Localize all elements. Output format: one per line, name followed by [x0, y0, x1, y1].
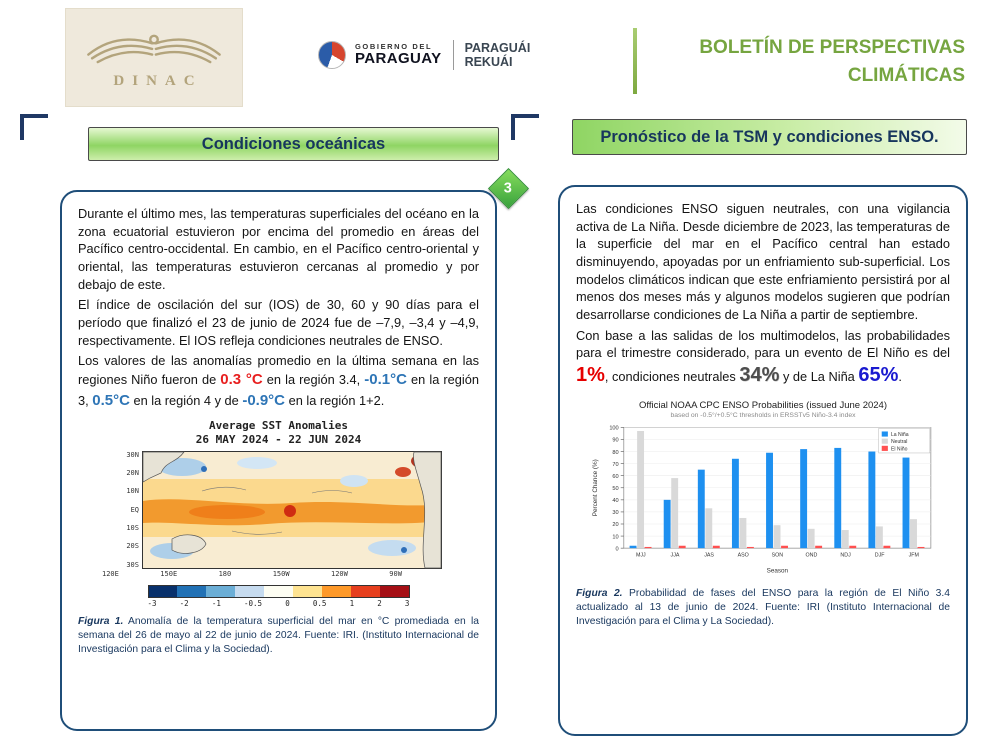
figure1-caption: Figura 1. Anomalía de la temperatura sup…: [78, 615, 479, 658]
middle-bracket-decoration: [511, 114, 539, 140]
sst-map-longitude-labels: 120E 150E 180 150W 120W 90W: [102, 569, 402, 578]
gov-logo-guarani-line2: REKUÁI: [464, 55, 513, 69]
svg-text:Season: Season: [767, 567, 789, 574]
figure2-caption-text: Probabilidad de fases del ENSO para la r…: [576, 587, 950, 627]
anomaly-text-2: en la región 3.4,: [262, 371, 365, 387]
sst-map-title: Average SST Anomalies: [208, 419, 349, 433]
sst-colorbar: [147, 584, 410, 598]
sst-colorbar-labels: -3 -2 -1 -0.5 0 0.5 1 2 3: [147, 598, 410, 608]
nino4-anomaly-value: 0.5°C: [92, 391, 130, 409]
nino12-anomaly-value: -0.9°C: [242, 391, 286, 409]
neutral-probability: 34%: [739, 363, 780, 386]
gov-logo-divider: [452, 40, 454, 70]
section-header-tsm-enso: Pronóstico de la TSM y condiciones ENSO.: [572, 119, 967, 155]
page-title-line1: BOLETÍN DE PERSPECTIVAS: [699, 37, 965, 58]
sst-anomalies-map: [142, 450, 442, 569]
svg-text:30: 30: [612, 510, 618, 516]
svg-text:JAS: JAS: [704, 552, 714, 558]
enso-chart-subtitle: based on -0.5°/+0.5°C thresholds in ERSS…: [670, 411, 856, 419]
sst-map-latitude-labels: 30N 20N 10N EQ 10S 20S 30S: [126, 450, 139, 569]
page-number: 3: [504, 180, 513, 197]
gov-logo-line1: GOBIERNO DEL: [355, 42, 433, 52]
svg-text:Neutral: Neutral: [891, 439, 907, 445]
figure2-caption: Figura 2. Probabilidad de fases del ENSO…: [576, 587, 950, 630]
ocean-paragraph-3: Los valores de las anomalías promedio en…: [78, 352, 479, 411]
svg-text:20: 20: [612, 522, 618, 528]
gov-logo-guarani-line1: PARAGUÁI: [464, 41, 531, 55]
la-nina-probability: 65%: [858, 363, 899, 386]
enso-paragraph-2: Con base a las salidas de los multimodel…: [576, 327, 950, 390]
page-title: BOLETÍN DE PERSPECTIVAS CLIMÁTICAS: [645, 34, 965, 89]
svg-text:50: 50: [612, 486, 618, 492]
anomaly-text-3: en la región 3,: [78, 371, 479, 408]
anomaly-text-1: Los valores de las anomalías promedio en…: [78, 353, 479, 387]
probability-text-2: , condiciones neutrales: [604, 368, 740, 384]
svg-text:DJF: DJF: [875, 552, 885, 558]
gov-logo-line2: PARAGUAY: [355, 50, 442, 68]
svg-text:0: 0: [616, 546, 619, 552]
enso-chart-title: Official NOAA CPC ENSO Probabilities (is…: [639, 399, 887, 411]
svg-text:SON: SON: [772, 552, 784, 558]
enso-probabilities-figure: Official NOAA CPC ENSO Probabilities (is…: [576, 400, 950, 580]
enso-forecast-panel: Las condiciones ENSO siguen neutrales, c…: [558, 185, 968, 736]
sst-map-date-range: 26 MAY 2024 - 22 JUN 2024: [195, 433, 362, 447]
section-header-ocean-conditions: Condiciones oceánicas: [88, 127, 499, 161]
svg-text:MJJ: MJJ: [636, 552, 646, 558]
page-title-line2: CLIMÁTICAS: [847, 64, 965, 86]
probability-text-1: Con base a las salidas de los multimodel…: [576, 327, 950, 361]
ocean-paragraph-1: Durante el último mes, las temperaturas …: [78, 206, 479, 292]
svg-text:70: 70: [612, 461, 618, 467]
section-header-ocean-label: Condiciones oceánicas: [201, 134, 386, 153]
sst-anomalies-figure: Average SST Anomalies 26 MAY 2024 - 22 J…: [78, 419, 479, 608]
svg-text:La Niña: La Niña: [891, 432, 909, 438]
ocean-conditions-panel: Durante el último mes, las temperaturas …: [60, 190, 497, 731]
figure1-label: Figura 1.: [78, 615, 124, 627]
paraguay-emblem-icon: [318, 41, 346, 69]
title-accent-bar: [633, 28, 637, 94]
el-nino-probability: 1%: [576, 363, 605, 386]
paraguay-government-logo: GOBIERNO DEL PARAGUAY PARAGUÁI REKUÁI: [318, 40, 530, 70]
anomaly-text-5: en la región 1+2.: [285, 392, 385, 408]
figure1-caption-text: Anomalía de la temperatura superficial d…: [78, 615, 479, 656]
svg-text:40: 40: [612, 498, 618, 504]
svg-text:ASO: ASO: [738, 552, 749, 558]
svg-text:90: 90: [612, 437, 618, 443]
svg-text:JFM: JFM: [909, 552, 919, 558]
dinac-wings-icon: [87, 34, 221, 64]
enso-paragraph-1: Las condiciones ENSO siguen neutrales, c…: [576, 201, 950, 322]
svg-text:JJA: JJA: [671, 552, 680, 558]
svg-text:El Niño: El Niño: [891, 446, 908, 452]
nino34-anomaly-value: 0.3 °C: [220, 370, 263, 388]
left-bracket-decoration: [20, 114, 48, 140]
dinac-logo-text: DINAC: [113, 73, 203, 89]
svg-text:100: 100: [609, 425, 618, 431]
section-header-tsm-label: Pronóstico de la TSM y condiciones ENSO.: [600, 127, 939, 146]
enso-probabilities-chart: 0 10 20 30 40 50 60 70 80 90 100 MJJ JJA JAS ASO SON OND…: [592, 425, 932, 574]
svg-text:60: 60: [612, 473, 618, 479]
nino3-anomaly-value: -0.1°C: [364, 370, 407, 388]
figure2-label: Figura 2.: [576, 587, 623, 599]
svg-text:Percent Chance (%): Percent Chance (%): [592, 459, 599, 516]
svg-text:OND: OND: [806, 552, 818, 558]
svg-text:NDJ: NDJ: [840, 552, 851, 558]
svg-text:10: 10: [612, 534, 618, 540]
probability-text-4: .: [898, 368, 902, 384]
probability-text-3: y de La Niña: [779, 368, 859, 384]
dinac-logo: DINAC: [65, 8, 243, 107]
anomaly-text-4: en la región 4 y de: [129, 392, 243, 408]
svg-text:80: 80: [612, 449, 618, 455]
ocean-paragraph-2: El índice de oscilación del sur (IOS) de…: [78, 297, 479, 348]
